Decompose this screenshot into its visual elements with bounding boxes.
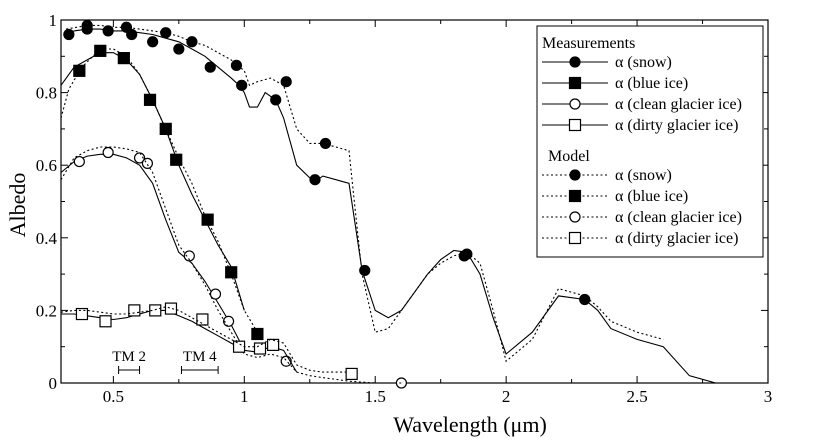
measured-alpha-clean-glacier-ice-series [60, 146, 408, 389]
model-alpha-snow-point [81, 19, 93, 32]
y-axis-ticks: 0 0.2 0.4 0.6 0.8 1 [36, 11, 768, 393]
measured-alpha-dirty-glacier-ice-point [196, 313, 209, 326]
x-tick-label: 2.5 [626, 387, 647, 406]
measured-alpha-dirty-glacier-ice-point [128, 304, 141, 317]
y-tick-label: 0.4 [36, 229, 58, 248]
measured-alpha-dirty-glacier-ice-point [149, 304, 162, 317]
legend-marker-sample [569, 56, 581, 68]
measured-alpha-snow-point [236, 79, 248, 91]
model-alpha-dirty-glacier-ice-line [60, 306, 349, 373]
model-alpha-blue-ice-series [60, 48, 264, 341]
model-alpha-dirty-glacier-ice-series [60, 306, 349, 373]
model-alpha-snow-point [280, 76, 292, 88]
legend-entry-label: α (clean glacier ice) [615, 96, 742, 113]
measured-alpha-dirty-glacier-ice-point [99, 315, 112, 328]
measured-alpha-blue-ice-point [143, 93, 157, 106]
legend-marker-sample [569, 98, 581, 110]
measured-alpha-snow-point [579, 293, 591, 306]
measured-alpha-dirty-glacier-ice-line [61, 309, 298, 373]
y-axis-label: Albedo [5, 173, 30, 238]
measured-alpha-clean-glacier-ice-point [395, 377, 408, 389]
annotation-layer: TM 2 TM 4 [112, 349, 219, 374]
measured-alpha-snow-point [147, 36, 159, 48]
measured-alpha-clean-glacier-ice-point [209, 288, 222, 300]
model-alpha-snow-point [120, 21, 133, 33]
legend-entry-label: α (blue ice) [615, 75, 688, 92]
legend-entry-label: α (snow) [615, 54, 672, 71]
x-tick-label: 1.5 [365, 387, 386, 406]
legend-marker-sample [568, 231, 582, 245]
x-tick-label: 0.5 [103, 387, 124, 406]
x-tick-label: 3 [764, 387, 773, 406]
legend-group-title: Model [548, 148, 590, 165]
tm-4-label: TM 4 [183, 349, 217, 365]
legend-marker-sample [569, 211, 581, 223]
measured-alpha-blue-ice-series [60, 44, 245, 311]
measured-alpha-blue-ice-point [170, 153, 183, 166]
legend-entry-label: α (dirty glacier ice) [615, 230, 738, 247]
measured-alpha-dirty-glacier-ice-point [75, 307, 89, 321]
series-layer [60, 19, 716, 389]
measured-alpha-clean-glacier-ice-point [222, 315, 235, 327]
model-alpha-clean-glacier-ice-line [60, 146, 402, 384]
measured-alpha-snow-point [270, 94, 282, 106]
measured-alpha-clean-glacier-ice-point [133, 152, 146, 164]
measured-alpha-dirty-glacier-ice-point [232, 340, 246, 353]
measured-alpha-dirty-glacier-ice-point [267, 338, 280, 351]
measured-alpha-snow-point [173, 43, 185, 55]
legend-entry-label: α (blue ice) [615, 188, 688, 205]
y-tick-label: 1 [49, 11, 58, 30]
measured-alpha-clean-glacier-ice-point [73, 155, 85, 168]
measured-alpha-clean-glacier-ice-point [183, 250, 195, 262]
legend-entry-label: α (snow) [615, 167, 672, 184]
measured-alpha-blue-ice-point [159, 122, 172, 136]
legend-marker-sample [568, 76, 582, 90]
measured-alpha-blue-ice-point [117, 52, 130, 65]
measured-alpha-snow-point [102, 25, 114, 37]
x-tick-label: 1 [240, 387, 249, 406]
legend-group-title: Measurements [542, 35, 635, 52]
x-axis-ticks: 0.5 1 1.5 2 2.5 3 [103, 20, 773, 406]
plot-area: TM 2 TM 4 0.5 1 1.5 2 2.5 3 0 0.2 0.4 0.6 0.8 1 [36, 11, 773, 406]
model-alpha-snow-point [160, 27, 172, 39]
model-alpha-clean-glacier-ice-series [60, 146, 402, 384]
measured-alpha-clean-glacier-ice-line [60, 153, 245, 351]
y-tick-label: 0.6 [36, 156, 57, 175]
legend-marker-sample [568, 189, 582, 203]
measured-alpha-dirty-glacier-ice-point [164, 302, 178, 315]
legend-entry-label: α (clean glacier ice) [615, 209, 742, 226]
measured-alpha-snow-point [359, 264, 371, 277]
legend-marker-sample [568, 118, 582, 132]
measured-alpha-blue-ice-point [225, 266, 238, 279]
measured-alpha-dirty-glacier-ice-series [61, 302, 358, 381]
model-alpha-snow-point [230, 59, 243, 71]
model-alpha-snow-point [319, 137, 332, 150]
model-alpha-blue-ice-point [251, 327, 264, 341]
y-tick-label: 0.8 [36, 84, 57, 103]
y-tick-label: 0.2 [36, 301, 57, 320]
measured-alpha-blue-ice-point [94, 44, 107, 57]
x-tick-label: 2 [502, 387, 511, 406]
measured-alpha-dirty-glacier-ice-point [345, 367, 358, 381]
model-alpha-snow-point [186, 36, 198, 48]
measured-alpha-blue-ice-line [60, 52, 245, 311]
measured-alpha-snow-point [309, 174, 321, 186]
model-alpha-snow-point [461, 248, 473, 260]
model-alpha-snow-series [66, 19, 664, 363]
measured-alpha-snow-point [63, 28, 75, 41]
legend-entry-label: α (dirty glacier ice) [615, 117, 738, 134]
measured-alpha-clean-glacier-ice-point [141, 157, 154, 169]
legend-marker-sample [569, 169, 581, 181]
tm-2-label: TM 2 [112, 349, 146, 365]
measured-alpha-snow-point [204, 61, 216, 73]
x-axis-label: Wavelength (μm) [393, 412, 547, 437]
legend: Measurements α (snow) α (blue ice) α (clean… [536, 25, 764, 258]
model-alpha-blue-ice-line [60, 48, 258, 333]
measured-alpha-dirty-glacier-ice-point [253, 342, 267, 355]
measured-alpha-blue-ice-point [201, 213, 214, 226]
y-tick-label: 0 [49, 374, 58, 393]
measured-alpha-clean-glacier-ice-point [102, 146, 114, 159]
